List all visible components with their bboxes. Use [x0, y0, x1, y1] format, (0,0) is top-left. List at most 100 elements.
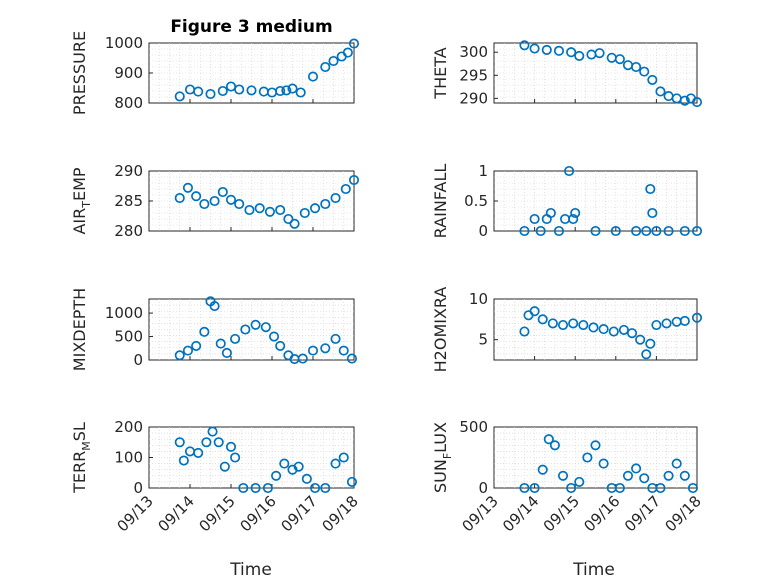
data-point	[537, 464, 548, 475]
data-point	[626, 328, 638, 339]
data-point	[553, 45, 565, 56]
data-point	[295, 87, 306, 98]
data-point	[663, 470, 674, 481]
data-point	[283, 213, 294, 225]
subplot-6: 5 10 H2OMIXRA	[431, 287, 703, 372]
data-point	[260, 322, 271, 333]
data-point	[631, 61, 642, 73]
data-point	[217, 186, 228, 198]
data-point	[631, 225, 642, 237]
data-point	[549, 440, 560, 451]
data-point	[639, 473, 650, 484]
y-tick-label: 200	[114, 418, 143, 436]
data-point	[254, 203, 265, 214]
y-tick-label: 500	[114, 328, 143, 346]
data-point	[238, 482, 249, 494]
data-point	[529, 213, 540, 225]
data-point	[174, 350, 185, 361]
x-axis-label-left: Time	[229, 560, 272, 580]
data-point	[655, 482, 666, 494]
data-point	[346, 353, 357, 364]
x-tick-label: 09/14	[499, 492, 542, 535]
data-point	[340, 183, 351, 195]
y-tick-label: 290	[114, 162, 143, 180]
data-point	[622, 470, 634, 481]
data-point	[217, 85, 228, 97]
data-point	[240, 324, 251, 335]
y-tick-label: 1000	[105, 304, 143, 322]
data-point	[307, 71, 319, 82]
data-point	[651, 225, 662, 237]
y-tick-label: 500	[459, 418, 488, 436]
data-point	[215, 338, 226, 349]
data-point	[250, 319, 261, 330]
data-point	[614, 54, 625, 65]
data-point	[275, 204, 286, 216]
data-point	[193, 447, 204, 458]
data-point	[230, 333, 241, 344]
data-point	[174, 437, 185, 448]
data-point	[691, 97, 703, 108]
data-point	[570, 207, 581, 219]
x-tick-label: 09/16	[580, 492, 623, 535]
data-point	[541, 44, 552, 55]
y-axis-label: MIXDEPTH	[70, 288, 89, 371]
data-point	[246, 85, 257, 96]
data-point	[330, 458, 341, 469]
data-point	[338, 452, 349, 463]
subplot-2: 290 295 300 THETA	[431, 40, 703, 108]
data-point	[645, 183, 656, 195]
y-tick-label: 285	[114, 192, 143, 210]
y-axis-label: RAINFALL	[431, 164, 450, 239]
data-point	[230, 452, 241, 463]
subplot-3: 280 285 290 AIRTEMP	[70, 162, 360, 240]
data-point	[568, 213, 579, 225]
x-tick-label: 09/15	[196, 492, 239, 535]
data-point	[225, 194, 237, 205]
data-point	[557, 319, 569, 331]
data-point	[268, 331, 280, 342]
x-tick-label: 09/17	[621, 492, 664, 535]
data-point	[519, 326, 530, 337]
data-point	[174, 192, 185, 204]
data-point	[193, 86, 204, 97]
data-point	[663, 225, 674, 237]
data-point	[519, 40, 530, 51]
x-tick-label: 09/14	[155, 492, 198, 535]
data-point	[234, 198, 245, 210]
data-point	[635, 334, 646, 345]
x-tick-label: 09/17	[278, 492, 321, 535]
data-point	[691, 312, 703, 323]
data-point	[174, 91, 185, 102]
y-axis-label: AIRTEMP	[70, 167, 93, 234]
data-point	[328, 55, 339, 67]
data-point	[679, 470, 690, 481]
y-axis-label: PRESSURE	[70, 31, 89, 115]
x-tick-label: 09/18	[319, 492, 362, 535]
data-point	[679, 315, 690, 327]
data-point	[594, 48, 605, 59]
data-point	[547, 318, 558, 329]
data-point	[631, 463, 642, 474]
x-axis-label-right: Time	[572, 560, 615, 580]
y-tick-label: 1000	[105, 34, 143, 52]
data-point	[244, 204, 255, 216]
data-point	[553, 225, 565, 237]
data-point	[199, 198, 210, 210]
data-point	[348, 38, 360, 49]
data-point	[264, 206, 275, 217]
data-point	[557, 470, 569, 481]
data-point	[307, 345, 319, 356]
y-tick-label: 280	[114, 222, 143, 240]
data-point	[568, 318, 579, 329]
data-point	[348, 174, 360, 186]
data-point	[529, 43, 540, 54]
x-tick-label: 09/18	[662, 492, 705, 535]
data-point	[271, 470, 282, 481]
y-tick-label: 800	[114, 94, 143, 112]
data-point	[582, 452, 593, 463]
y-tick-label: 100	[114, 449, 143, 467]
data-point	[588, 322, 599, 333]
data-point	[191, 340, 202, 351]
